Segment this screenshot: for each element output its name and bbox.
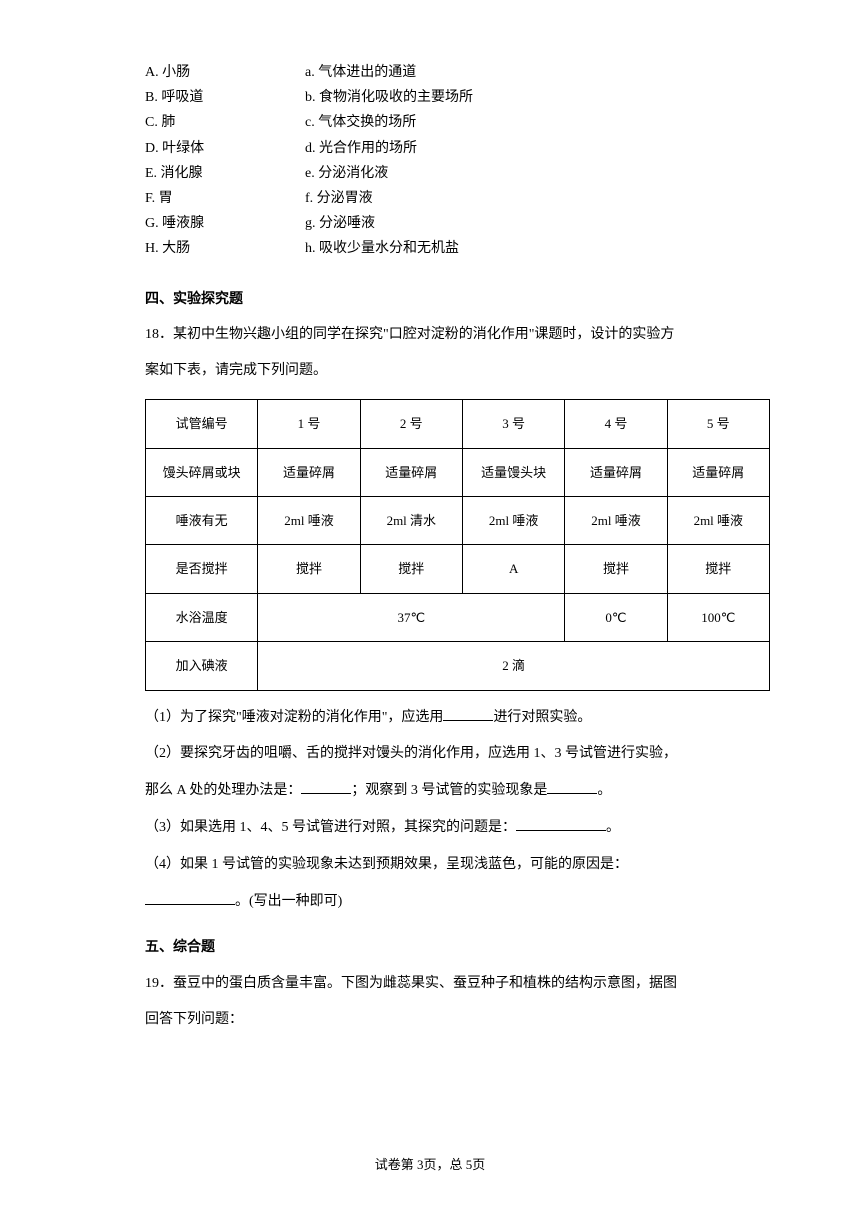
blank-input[interactable]: [145, 887, 235, 905]
blank-input[interactable]: [547, 776, 597, 794]
match-row-b: B. 呼吸道b. 食物消化吸收的主要场所: [145, 85, 770, 110]
q2-text-b: 那么 A 处的处理办法是：: [145, 783, 301, 798]
match-left: B. 呼吸道: [145, 85, 305, 110]
row-label: 是否搅拌: [146, 545, 258, 593]
match-right: f. 分泌胃液: [305, 186, 770, 211]
q19-line1: 19．蚕豆中的蛋白质含量丰富。下图为雌蕊果实、蚕豆种子和植株的结构示意图，据图: [145, 969, 770, 1000]
section-5-title: 五、综合题: [145, 935, 770, 960]
match-row-g: G. 唾液腺g. 分泌唾液: [145, 211, 770, 236]
q1-text-b: 进行对照实验。: [493, 710, 591, 725]
cell: 搅拌: [258, 545, 360, 593]
th-2: 2 号: [360, 400, 462, 448]
match-right: e. 分泌消化液: [305, 161, 770, 186]
match-row-e: E. 消化腺e. 分泌消化液: [145, 161, 770, 186]
blank-input[interactable]: [443, 703, 493, 721]
sub-q3: （3）如果选用 1、4、5 号试管进行对照，其探究的问题是： 。: [145, 813, 770, 844]
q3-text-a: （3）如果选用 1、4、5 号试管进行对照，其探究的问题是：: [145, 820, 516, 835]
match-left: G. 唾液腺: [145, 211, 305, 236]
cell: 2ml 唾液: [258, 497, 360, 545]
row-label: 水浴温度: [146, 593, 258, 641]
table-row: 唾液有无 2ml 唾液 2ml 清水 2ml 唾液 2ml 唾液 2ml 唾液: [146, 497, 770, 545]
sub-q4-line2: 。(写出一种即可): [145, 887, 770, 918]
q1-text-a: （1）为了探究"唾液对淀粉的消化作用"，应选用: [145, 710, 443, 725]
match-right: d. 光合作用的场所: [305, 136, 770, 161]
table-row-iodine: 加入碘液 2 滴: [146, 642, 770, 690]
match-left: D. 叶绿体: [145, 136, 305, 161]
cell: 搅拌: [565, 545, 667, 593]
sub-q4-line1: （4）如果 1 号试管的实验现象未达到预期效果，呈现浅蓝色，可能的原因是：: [145, 850, 770, 881]
cell: 搅拌: [667, 545, 769, 593]
cell: 适量碎屑: [258, 448, 360, 496]
page-footer: 试卷第 3页，总 5页: [0, 1153, 860, 1176]
q3-text-b: 。: [606, 820, 620, 835]
cell: A: [462, 545, 564, 593]
match-right: a. 气体进出的通道: [305, 60, 770, 85]
cell: 适量碎屑: [565, 448, 667, 496]
cell: 2ml 清水: [360, 497, 462, 545]
q4-text-b: 。(写出一种即可): [235, 894, 342, 909]
match-left: A. 小肠: [145, 60, 305, 85]
match-left: C. 肺: [145, 110, 305, 135]
table-header-row: 试管编号 1 号 2 号 3 号 4 号 5 号: [146, 400, 770, 448]
cell-iodine: 2 滴: [258, 642, 770, 690]
blank-input[interactable]: [516, 813, 606, 831]
row-label: 馒头碎屑或块: [146, 448, 258, 496]
match-right: b. 食物消化吸收的主要场所: [305, 85, 770, 110]
match-right: c. 气体交换的场所: [305, 110, 770, 135]
q18-intro-2: 案如下表，请完成下列问题。: [145, 356, 770, 387]
cell: 搅拌: [360, 545, 462, 593]
q2-text-d: 。: [597, 783, 611, 798]
cell: 适量碎屑: [667, 448, 769, 496]
match-left: E. 消化腺: [145, 161, 305, 186]
section-4-title: 四、实验探究题: [145, 287, 770, 312]
sub-q2-line1: （2）要探究牙齿的咀嚼、舌的搅拌对馒头的消化作用，应选用 1、3 号试管进行实验…: [145, 739, 770, 770]
th-label: 试管编号: [146, 400, 258, 448]
cell: 2ml 唾液: [462, 497, 564, 545]
sub-q2-line2: 那么 A 处的处理办法是： ；观察到 3 号试管的实验现象是 。: [145, 776, 770, 807]
cell-0c: 0℃: [565, 593, 667, 641]
cell: 2ml 唾液: [667, 497, 769, 545]
experiment-table: 试管编号 1 号 2 号 3 号 4 号 5 号 馒头碎屑或块 适量碎屑 适量碎…: [145, 399, 770, 690]
th-5: 5 号: [667, 400, 769, 448]
match-left: F. 胃: [145, 186, 305, 211]
cell: 2ml 唾液: [565, 497, 667, 545]
q2-text-c: ；观察到 3 号试管的实验现象是: [351, 783, 547, 798]
match-row-f: F. 胃f. 分泌胃液: [145, 186, 770, 211]
table-row: 是否搅拌 搅拌 搅拌 A 搅拌 搅拌: [146, 545, 770, 593]
th-4: 4 号: [565, 400, 667, 448]
th-3: 3 号: [462, 400, 564, 448]
match-right: h. 吸收少量水分和无机盐: [305, 236, 770, 261]
table-row-temp: 水浴温度 37℃ 0℃ 100℃: [146, 593, 770, 641]
matching-list: A. 小肠a. 气体进出的通道 B. 呼吸道b. 食物消化吸收的主要场所 C. …: [145, 60, 770, 262]
match-row-c: C. 肺c. 气体交换的场所: [145, 110, 770, 135]
row-label: 加入碘液: [146, 642, 258, 690]
sub-q1: （1）为了探究"唾液对淀粉的消化作用"，应选用 进行对照实验。: [145, 703, 770, 734]
table-row: 馒头碎屑或块 适量碎屑 适量碎屑 适量馒头块 适量碎屑 适量碎屑: [146, 448, 770, 496]
cell-37c: 37℃: [258, 593, 565, 641]
match-right: g. 分泌唾液: [305, 211, 770, 236]
th-1: 1 号: [258, 400, 360, 448]
q18-intro-1: 18．某初中生物兴趣小组的同学在探究"口腔对淀粉的消化作用"课题时，设计的实验方: [145, 320, 770, 351]
cell: 适量碎屑: [360, 448, 462, 496]
match-row-d: D. 叶绿体d. 光合作用的场所: [145, 136, 770, 161]
match-left: H. 大肠: [145, 236, 305, 261]
blank-input[interactable]: [301, 776, 351, 794]
match-row-h: H. 大肠h. 吸收少量水分和无机盐: [145, 236, 770, 261]
match-row-a: A. 小肠a. 气体进出的通道: [145, 60, 770, 85]
cell-100c: 100℃: [667, 593, 769, 641]
row-label: 唾液有无: [146, 497, 258, 545]
q19-line2: 回答下列问题：: [145, 1005, 770, 1036]
cell: 适量馒头块: [462, 448, 564, 496]
